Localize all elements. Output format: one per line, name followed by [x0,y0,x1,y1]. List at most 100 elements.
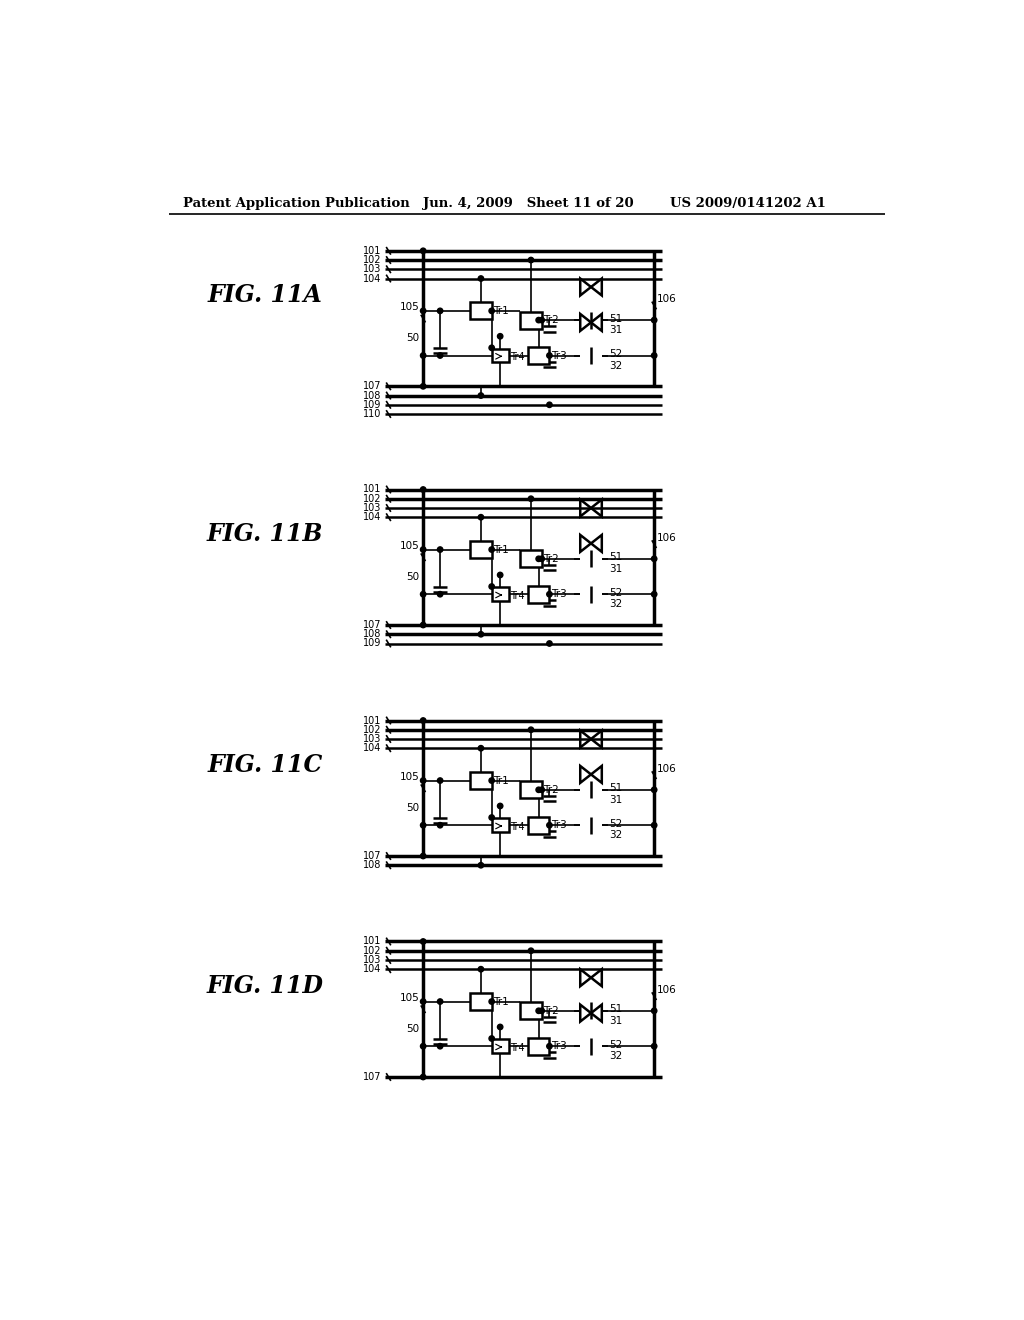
Circle shape [547,352,552,358]
Circle shape [651,556,656,561]
Circle shape [651,591,656,597]
Text: 31: 31 [609,325,623,335]
Circle shape [421,822,426,828]
Circle shape [421,622,426,628]
Text: Tr4: Tr4 [510,822,524,832]
FancyBboxPatch shape [470,541,492,558]
Text: 105: 105 [399,772,419,781]
Text: Jun. 4, 2009   Sheet 11 of 20: Jun. 4, 2009 Sheet 11 of 20 [423,197,634,210]
Text: 31: 31 [609,564,623,574]
Text: 107: 107 [364,620,382,630]
Text: 106: 106 [657,294,677,305]
Circle shape [478,862,483,869]
FancyBboxPatch shape [492,818,509,832]
Circle shape [421,718,426,723]
Circle shape [536,787,542,792]
Text: 52: 52 [609,587,623,598]
Text: Tr4: Tr4 [510,352,524,362]
Circle shape [489,345,495,351]
Circle shape [421,384,426,389]
FancyBboxPatch shape [470,302,492,319]
Circle shape [489,308,495,314]
Circle shape [651,822,656,828]
Text: 105: 105 [399,541,419,550]
Text: 108: 108 [364,391,382,400]
Text: 106: 106 [657,533,677,543]
Circle shape [498,1024,503,1030]
Circle shape [478,631,483,638]
Text: 50: 50 [407,572,419,582]
Text: 101: 101 [364,715,382,726]
Circle shape [421,546,426,552]
Circle shape [437,822,442,828]
Text: FIG. 11B: FIG. 11B [207,523,324,546]
Text: 107: 107 [364,381,382,391]
Circle shape [498,573,503,578]
Text: 51: 51 [609,1005,623,1014]
Text: 52: 52 [609,348,623,359]
Text: 103: 103 [364,734,382,744]
Circle shape [651,1044,656,1049]
Text: 109: 109 [364,639,382,648]
Text: 106: 106 [657,764,677,774]
Text: 108: 108 [364,630,382,639]
Circle shape [437,999,442,1005]
Text: 107: 107 [364,1072,382,1082]
Circle shape [498,804,503,809]
Circle shape [547,403,552,408]
Text: Tr3: Tr3 [551,820,566,830]
Text: 104: 104 [364,273,382,284]
Text: Tr4: Tr4 [510,1043,524,1053]
Text: Tr3: Tr3 [551,1041,566,1051]
Circle shape [421,308,426,314]
Text: 106: 106 [657,985,677,995]
Circle shape [421,939,426,944]
Circle shape [478,746,483,751]
FancyBboxPatch shape [528,1038,550,1055]
Circle shape [651,352,656,358]
Circle shape [421,591,426,597]
Circle shape [489,583,495,589]
Text: 105: 105 [399,302,419,312]
Text: 103: 103 [364,264,382,275]
Text: 104: 104 [364,512,382,523]
FancyBboxPatch shape [520,781,542,799]
Circle shape [421,777,426,783]
Text: US 2009/0141202 A1: US 2009/0141202 A1 [670,197,825,210]
FancyBboxPatch shape [520,550,542,568]
Circle shape [437,1044,442,1049]
Circle shape [489,777,495,783]
Text: 102: 102 [364,255,382,265]
Circle shape [421,999,426,1005]
Text: Tr1: Tr1 [494,997,509,1007]
Text: 102: 102 [364,725,382,735]
Circle shape [528,727,534,733]
Text: Tr1: Tr1 [494,545,509,554]
FancyBboxPatch shape [492,1039,509,1053]
Circle shape [489,546,495,552]
Circle shape [528,496,534,502]
Circle shape [651,1008,656,1014]
Text: Patent Application Publication: Patent Application Publication [183,197,410,210]
Text: 32: 32 [609,599,623,610]
Text: 50: 50 [407,333,419,343]
Circle shape [437,352,442,358]
Text: 32: 32 [609,1051,623,1061]
FancyBboxPatch shape [520,312,542,329]
Text: 32: 32 [609,830,623,841]
Text: FIG. 11D: FIG. 11D [207,974,324,998]
FancyBboxPatch shape [470,993,492,1010]
Text: FIG. 11C: FIG. 11C [208,754,323,777]
Circle shape [478,515,483,520]
Text: 110: 110 [364,409,382,418]
Circle shape [539,556,545,561]
Circle shape [539,787,545,792]
Text: 104: 104 [364,743,382,754]
FancyBboxPatch shape [520,1002,542,1019]
Circle shape [421,853,426,859]
Text: 101: 101 [364,484,382,495]
Text: Tr3: Tr3 [551,589,566,599]
Text: 31: 31 [609,795,623,805]
Circle shape [489,1036,495,1041]
Text: 102: 102 [364,945,382,956]
